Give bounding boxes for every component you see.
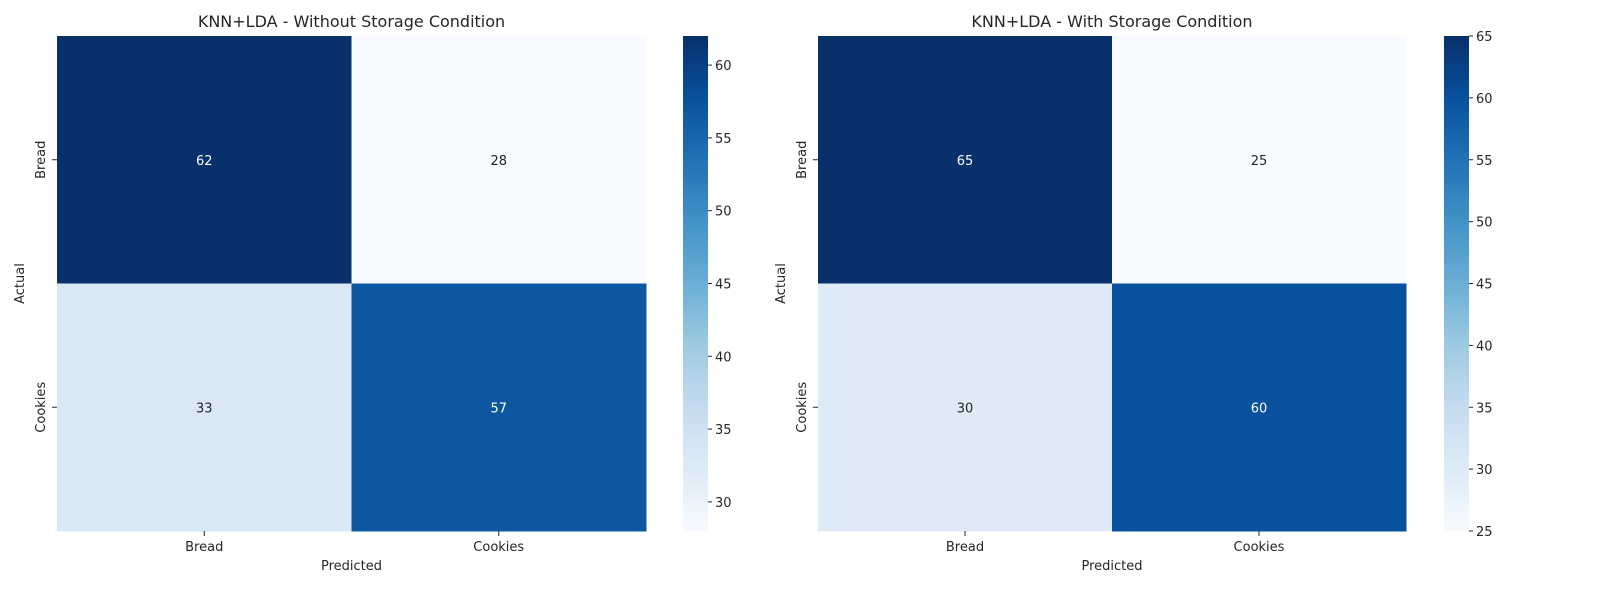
colorbar-tick-label: 40	[1476, 339, 1493, 354]
colorbar-tick-label: 60	[1476, 92, 1493, 107]
colorbar-tick-label: 50	[715, 205, 732, 220]
heatmap-cell-0-1	[1112, 36, 1407, 284]
heatmap-cell-1-0	[818, 283, 1113, 532]
cell-value-label: 28	[490, 154, 507, 169]
x-tick-label: Cookies	[1234, 540, 1285, 555]
colorbar-tick-label: 55	[715, 132, 732, 147]
cell-value-label: 62	[196, 154, 213, 169]
colorbar-tick-label: 35	[715, 423, 732, 438]
x-tick-label: Bread	[946, 540, 984, 555]
heatmap-cell-0-1	[351, 36, 647, 284]
heatmap-cell-0-0	[818, 36, 1113, 284]
x-tick-label: Cookies	[473, 540, 524, 555]
x-axis-label: Predicted	[321, 559, 382, 574]
heatmap-panel-with-storage: 65 25 30 60 Bread Cookies Bread Cookies KNN+LDA …	[774, 12, 1493, 574]
colorbar-tick-label: 55	[1476, 154, 1493, 169]
colorbar-tick-label: 65	[1476, 30, 1493, 45]
colorbar-tick-label: 30	[1476, 463, 1493, 478]
colorbar-tick-label: 40	[715, 350, 732, 365]
chart-title: KNN+LDA - With Storage Condition	[971, 12, 1252, 31]
x-axis-label: Predicted	[1081, 559, 1142, 574]
heatmap-panel-without-storage: 62 28 33 57 Bread Cookies Bread Cookies KNN+LDA …	[13, 12, 732, 574]
heatmap-cell-0-0	[57, 36, 352, 284]
y-tick-label: Cookies	[795, 382, 810, 433]
colorbar	[683, 36, 708, 531]
colorbar-tick-label: 25	[1476, 525, 1493, 540]
colorbar-tick-label: 45	[1476, 278, 1493, 293]
chart-title: KNN+LDA - Without Storage Condition	[198, 12, 505, 31]
cell-value-label: 60	[1251, 401, 1268, 416]
colorbar-tick-label: 30	[715, 496, 732, 511]
heatmap-cell-1-0	[57, 283, 352, 532]
y-axis-label: Actual	[774, 263, 789, 304]
colorbar-tick-label: 45	[715, 278, 732, 293]
colorbar-tick-label: 60	[715, 59, 732, 74]
heatmap-cell-1-1	[1112, 283, 1407, 532]
cell-value-label: 65	[957, 154, 974, 169]
colorbar-tick-label: 35	[1476, 401, 1493, 416]
y-tick-label: Bread	[795, 141, 810, 179]
cell-value-label: 33	[196, 401, 213, 416]
y-tick-label: Bread	[34, 141, 49, 179]
cell-value-label: 25	[1251, 154, 1268, 169]
x-tick-label: Bread	[185, 540, 223, 555]
colorbar	[1444, 36, 1469, 531]
heatmap-cell-1-1	[351, 283, 647, 532]
cell-value-label: 57	[490, 401, 507, 416]
cell-value-label: 30	[957, 401, 974, 416]
y-axis-label: Actual	[13, 263, 28, 304]
y-tick-label: Cookies	[34, 382, 49, 433]
colorbar-tick-label: 50	[1476, 216, 1493, 231]
